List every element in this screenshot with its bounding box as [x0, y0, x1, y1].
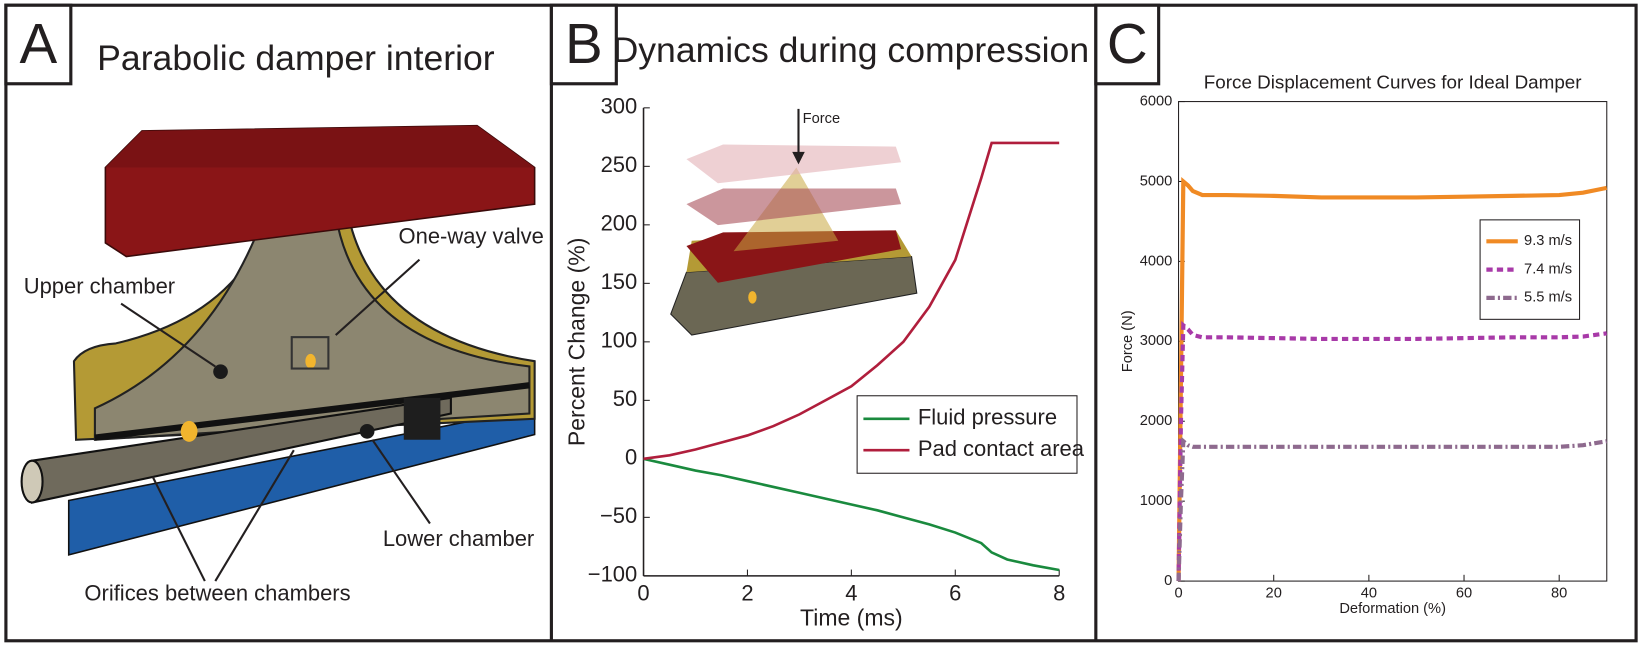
legend-label: Fluid pressure	[918, 405, 1057, 430]
diagram-label: Upper chamber	[24, 274, 175, 299]
x-tick-label: 40	[1361, 585, 1377, 601]
series-line	[1176, 320, 1608, 582]
y-tick-label: 50	[613, 386, 637, 411]
figure-frame	[4, 3, 1638, 643]
y-tick-label: 2000	[1140, 413, 1173, 429]
series-line	[643, 141, 1060, 461]
legend-label: 7.4 m/s	[1524, 261, 1572, 277]
x-axis-label: Time (ms)	[800, 605, 903, 631]
panel-letter: A	[20, 12, 58, 75]
inset-drawing	[670, 108, 918, 336]
y-tick-label: 300	[601, 94, 638, 119]
plot-frame	[1178, 101, 1608, 582]
y-tick-label: 250	[601, 152, 638, 177]
x-tick-label: 0	[1174, 585, 1182, 601]
x-tick-label: 8	[1053, 580, 1065, 605]
panel-letter: C	[1107, 12, 1148, 75]
diagram-label: Orifices between chambers	[84, 581, 350, 606]
x-tick-label: 80	[1551, 585, 1567, 601]
y-axis-label: Force (N)	[1120, 310, 1136, 372]
legend-box	[1479, 219, 1581, 320]
panel-letter: B	[565, 12, 603, 75]
y-tick-label: 4000	[1140, 253, 1173, 269]
y-tick-label: 1000	[1140, 493, 1173, 509]
x-tick-label: 20	[1266, 585, 1282, 601]
inset-label: Force	[803, 111, 840, 127]
legend-label: 5.5 m/s	[1524, 290, 1572, 306]
legend-label: Pad contact area	[918, 436, 1085, 461]
x-tick-label: 6	[949, 580, 961, 605]
diagram-title: Parabolic damper interior	[97, 38, 495, 78]
chart-title: Force Displacement Curves for Ideal Damp…	[1204, 72, 1582, 93]
letter-box	[549, 3, 618, 86]
y-tick-label: 6000	[1140, 93, 1173, 109]
y-axis-label: Percent Change (%)	[564, 238, 590, 447]
diagram-label: Lower chamber	[383, 526, 534, 551]
y-tick-label: 0	[625, 445, 637, 470]
x-tick-label: 4	[845, 580, 857, 605]
y-tick-label: 100	[601, 328, 638, 353]
panel-title: Dynamics during compression	[613, 30, 1090, 70]
x-tick-label: 60	[1456, 585, 1472, 601]
series-line	[643, 457, 1060, 572]
legend-label: 9.3 m/s	[1524, 233, 1572, 249]
y-tick-label: 0	[1164, 573, 1172, 589]
x-axis-label: Deformation (%)	[1339, 601, 1446, 617]
y-tick-label: 150	[601, 269, 638, 294]
legend-box	[856, 395, 1078, 474]
damper-drawing	[20, 124, 536, 582]
y-tick-label: −100	[588, 562, 637, 587]
letter-box	[1094, 3, 1161, 86]
letter-box	[4, 3, 73, 86]
series-line	[1176, 436, 1608, 582]
y-tick-label: −50	[600, 503, 637, 528]
y-tick-label: 200	[601, 211, 638, 236]
y-tick-label: 3000	[1140, 333, 1173, 349]
x-tick-label: 2	[741, 580, 753, 605]
series-line	[1176, 177, 1608, 582]
diagram-label: One-way valve	[399, 223, 544, 248]
y-tick-label: 5000	[1140, 173, 1173, 189]
x-tick-label: 0	[637, 580, 649, 605]
